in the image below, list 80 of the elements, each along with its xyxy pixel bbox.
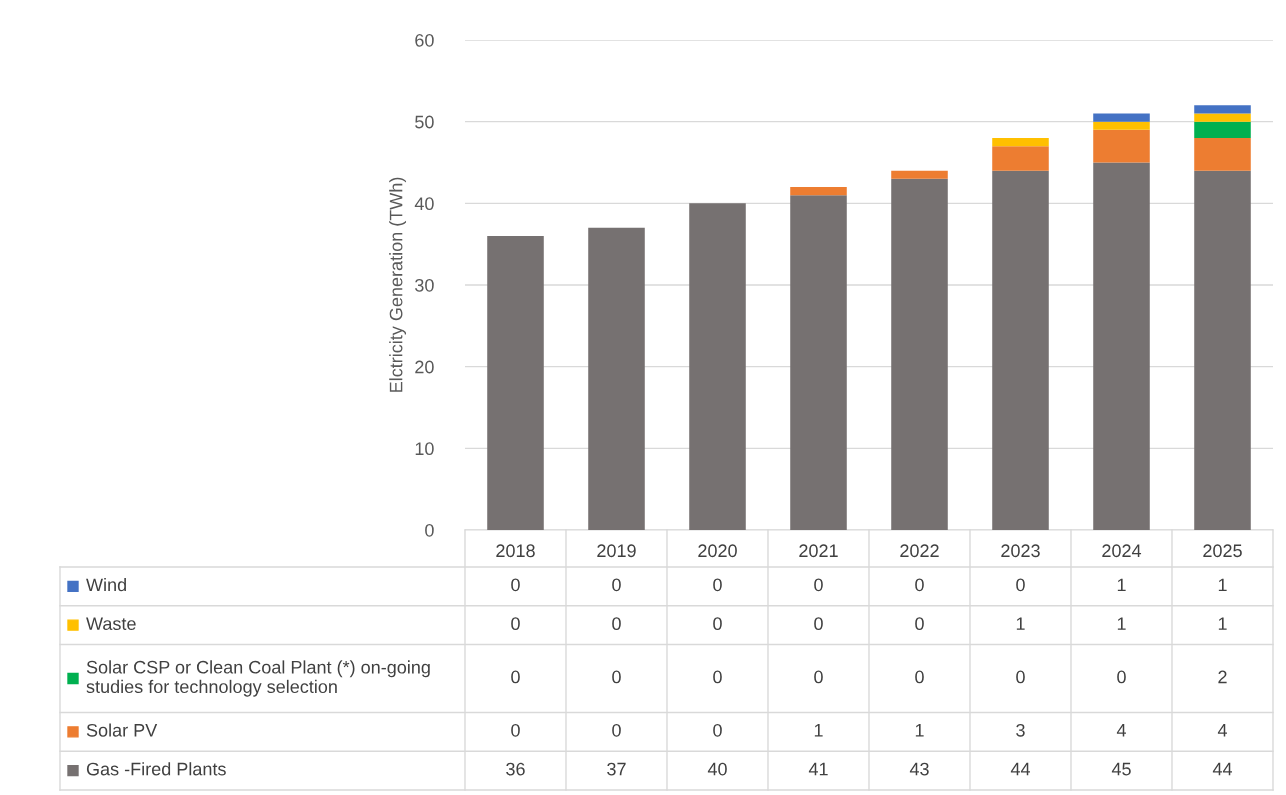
x-tick-label: 2020 bbox=[698, 544, 737, 558]
bar bbox=[790, 195, 847, 530]
data-label: 0 bbox=[814, 670, 823, 684]
data-label: 36 bbox=[506, 762, 525, 776]
x-tick-label: 2023 bbox=[1001, 544, 1040, 558]
bar bbox=[588, 227, 645, 530]
data-label: 0 bbox=[915, 578, 924, 592]
y-tick-label: 50 bbox=[415, 115, 434, 129]
y-tick-label: 0 bbox=[425, 523, 434, 537]
x-tick-label: 2025 bbox=[1203, 544, 1242, 558]
x-tick-label: 2021 bbox=[799, 544, 838, 558]
data-label: 3 bbox=[1016, 723, 1025, 737]
data-label: 1 bbox=[1117, 578, 1126, 592]
data-label: 2 bbox=[1218, 670, 1227, 684]
data-label: 0 bbox=[713, 617, 722, 631]
data-label: 45 bbox=[1111, 762, 1131, 776]
data-label: 1 bbox=[1016, 617, 1025, 630]
data-label: 43 bbox=[909, 762, 929, 776]
data-label: 44 bbox=[1212, 762, 1233, 776]
data-label: 0 bbox=[814, 578, 823, 592]
bar bbox=[487, 236, 544, 530]
y-tick-label: 10 bbox=[415, 442, 434, 456]
data-label: 4 bbox=[1116, 724, 1126, 737]
legend-label: Solar CSP or Clean Coal Plant (*) on-going studies for technology selection bbox=[86, 660, 430, 697]
data-label: 0 bbox=[612, 578, 621, 592]
data-label: 4 bbox=[1217, 724, 1227, 737]
data-label: 0 bbox=[511, 723, 520, 737]
data-label: 0 bbox=[612, 723, 621, 737]
legend-label: Solar PV bbox=[86, 723, 158, 737]
data-label: 0 bbox=[612, 617, 621, 631]
data-label: 0 bbox=[915, 617, 924, 631]
bar bbox=[1194, 121, 1251, 138]
y-tick-label: 30 bbox=[415, 278, 434, 292]
data-label: 37 bbox=[607, 762, 626, 776]
bar bbox=[1093, 129, 1150, 163]
bar bbox=[1093, 121, 1150, 130]
y-tick-label: 20 bbox=[415, 360, 434, 374]
data-label: 1 bbox=[814, 724, 823, 737]
x-tick-label: 2022 bbox=[900, 544, 939, 558]
data-label: 0 bbox=[713, 723, 722, 737]
y-axis-title: Elctricity Generation (TWh) bbox=[389, 177, 407, 392]
bar bbox=[1194, 170, 1251, 530]
bar bbox=[992, 138, 1049, 147]
data-label: 40 bbox=[707, 762, 727, 776]
data-label: 1 bbox=[1218, 617, 1227, 630]
data-label: 41 bbox=[808, 762, 828, 776]
legend-label: Gas -Fired Plants bbox=[86, 762, 226, 776]
bar bbox=[1093, 162, 1150, 530]
x-tick-label: 2019 bbox=[597, 544, 636, 558]
data-label: 0 bbox=[1117, 670, 1126, 684]
bar bbox=[1194, 105, 1251, 114]
data-label: 0 bbox=[511, 670, 520, 684]
bar bbox=[689, 203, 746, 530]
bar bbox=[891, 178, 948, 530]
bar bbox=[1093, 113, 1150, 122]
data-label: 44 bbox=[1010, 762, 1031, 776]
y-tick-label: 60 bbox=[415, 33, 434, 47]
x-tick-label: 2024 bbox=[1102, 544, 1142, 558]
data-label: 0 bbox=[511, 617, 520, 631]
data-label: 0 bbox=[612, 670, 621, 684]
bar bbox=[1194, 113, 1251, 122]
bar bbox=[790, 187, 847, 196]
legend-label: Waste bbox=[86, 617, 136, 631]
data-label: 0 bbox=[511, 578, 520, 592]
data-label: 0 bbox=[713, 578, 722, 592]
data-label: 0 bbox=[814, 617, 823, 631]
data-label: 0 bbox=[1016, 578, 1025, 592]
x-tick-label: 2018 bbox=[496, 544, 535, 558]
data-label: 0 bbox=[1016, 670, 1025, 684]
bar bbox=[1194, 138, 1251, 171]
data-label: 1 bbox=[1218, 578, 1227, 592]
data-label: 0 bbox=[713, 670, 722, 684]
bar bbox=[891, 170, 948, 179]
legend-label: Wind bbox=[86, 577, 126, 592]
data-label: 1 bbox=[1117, 617, 1126, 630]
data-label: 1 bbox=[915, 724, 924, 737]
bar bbox=[992, 146, 1049, 171]
y-tick-label: 40 bbox=[414, 197, 434, 211]
bar bbox=[992, 170, 1049, 530]
data-label: 0 bbox=[915, 670, 924, 684]
